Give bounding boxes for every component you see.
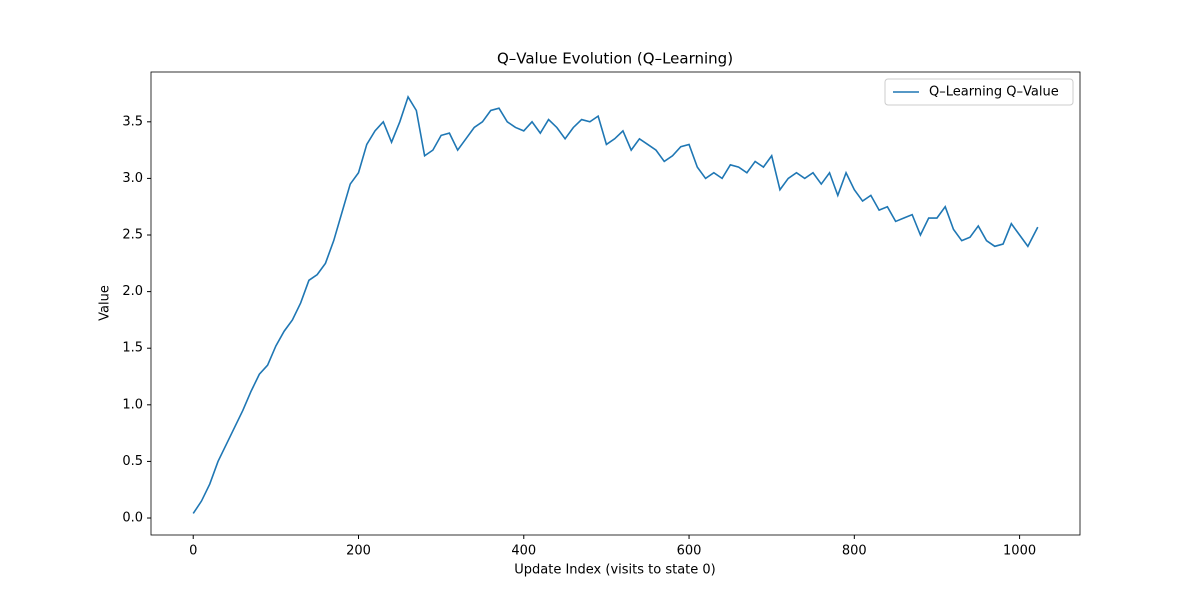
y-tick-label: 1.0 bbox=[122, 397, 143, 412]
y-axis-label: Value bbox=[98, 285, 113, 321]
x-tick-label: 400 bbox=[511, 544, 536, 559]
plot-frame bbox=[150, 71, 1081, 536]
x-tick-label: 200 bbox=[346, 544, 371, 559]
y-tick-label: 0.5 bbox=[122, 454, 143, 469]
y-tick-label: 3.0 bbox=[122, 171, 143, 186]
data-line bbox=[192, 95, 1039, 514]
legend-box bbox=[884, 78, 1074, 106]
y-tick-label: 3.5 bbox=[122, 114, 143, 129]
y-tick-label: 2.0 bbox=[122, 284, 143, 299]
x-tick-label: 600 bbox=[677, 544, 702, 559]
legend-label: Q–Learning Q–Value bbox=[929, 85, 1059, 100]
chart-title: Q–Value Evolution (Q–Learning) bbox=[497, 50, 733, 68]
y-tick-label: 1.5 bbox=[122, 341, 143, 356]
y-tick-label: 2.5 bbox=[122, 228, 143, 243]
x-tick-label: 800 bbox=[842, 544, 867, 559]
y-tick-label: 0.0 bbox=[122, 511, 143, 526]
x-axis-label: Update Index (visits to state 0) bbox=[514, 563, 716, 578]
x-tick-label: 1000 bbox=[1003, 544, 1036, 559]
x-tick-label: 0 bbox=[189, 544, 197, 559]
